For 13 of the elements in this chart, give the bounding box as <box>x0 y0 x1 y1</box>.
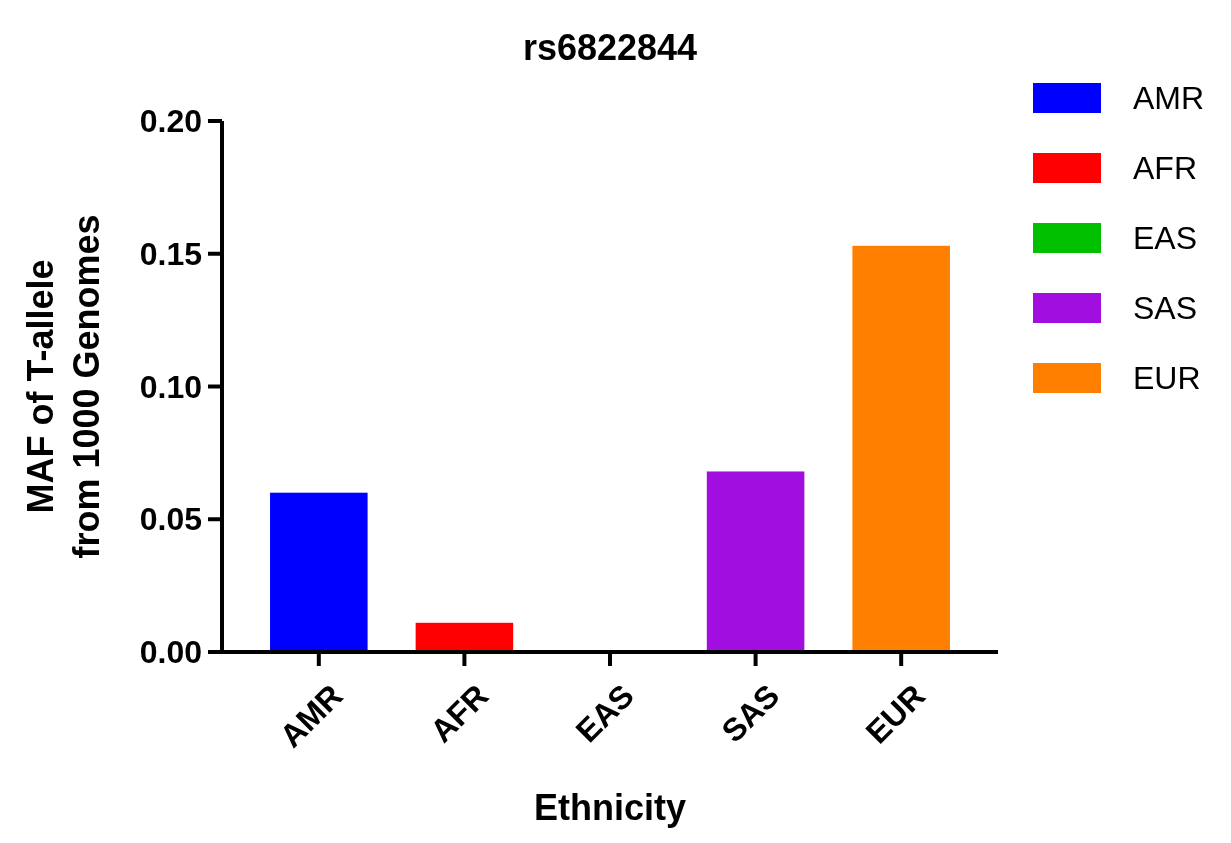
legend-label: EUR <box>1133 360 1201 397</box>
y-tick-label: 0.10 <box>139 368 202 405</box>
y-tick-label: 0.05 <box>139 501 202 538</box>
legend-label: AMR <box>1133 80 1205 117</box>
x-axis-title: Ethnicity <box>533 787 687 828</box>
y-axis-title: MAF of T-allele from 1000 Genomes <box>20 214 107 559</box>
y-tick-label: 0.00 <box>139 634 202 671</box>
legend-label: EAS <box>1133 220 1198 257</box>
legend-label: AFR <box>1133 150 1197 187</box>
y-tick-label: 0.15 <box>139 235 202 272</box>
y-tick-label: 0.20 <box>139 103 202 140</box>
chart-title: rs6822844 <box>522 27 698 68</box>
legend-label: SAS <box>1133 290 1198 327</box>
